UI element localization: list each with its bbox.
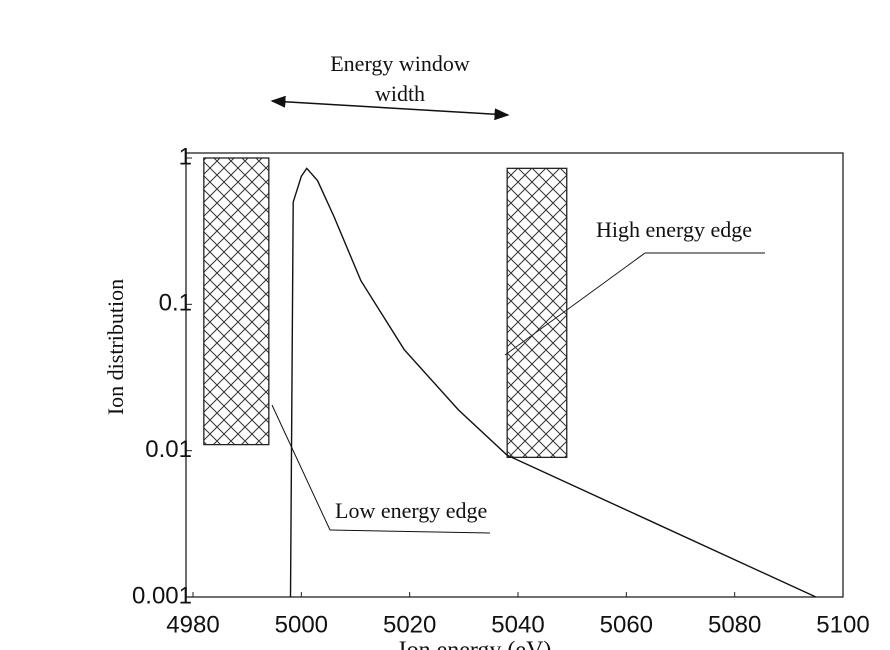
- plot-frame: [185, 152, 844, 598]
- y-tick-label: 0.001: [132, 582, 192, 609]
- leader-line: [271, 404, 331, 531]
- x-tick-label: 5040: [491, 611, 544, 638]
- x-axis-label: Ion energy (eV): [399, 638, 552, 650]
- x-tick-label: 5060: [600, 611, 653, 638]
- annotation: Energy window width: [330, 51, 470, 106]
- x-tick-label: 4980: [166, 611, 219, 638]
- annotation: High energy edge: [596, 217, 752, 242]
- y-tick-label: 1: [179, 143, 192, 170]
- x-tick-label: 5080: [708, 611, 761, 638]
- leader-line: [329, 529, 491, 534]
- window-arrow: [270, 95, 510, 121]
- annotation: Low energy edge: [335, 498, 487, 523]
- energy-window: [506, 167, 568, 459]
- x-tick-label: 5100: [816, 611, 869, 638]
- x-tick-label: 5000: [275, 611, 328, 638]
- energy-window: [203, 157, 270, 446]
- y-axis-label: Ion distribution: [103, 279, 128, 415]
- y-tick-label: 0.1: [159, 290, 192, 317]
- y-tick-label: 0.01: [145, 436, 192, 463]
- x-tick-label: 5020: [383, 611, 436, 638]
- data-line: [289, 167, 817, 598]
